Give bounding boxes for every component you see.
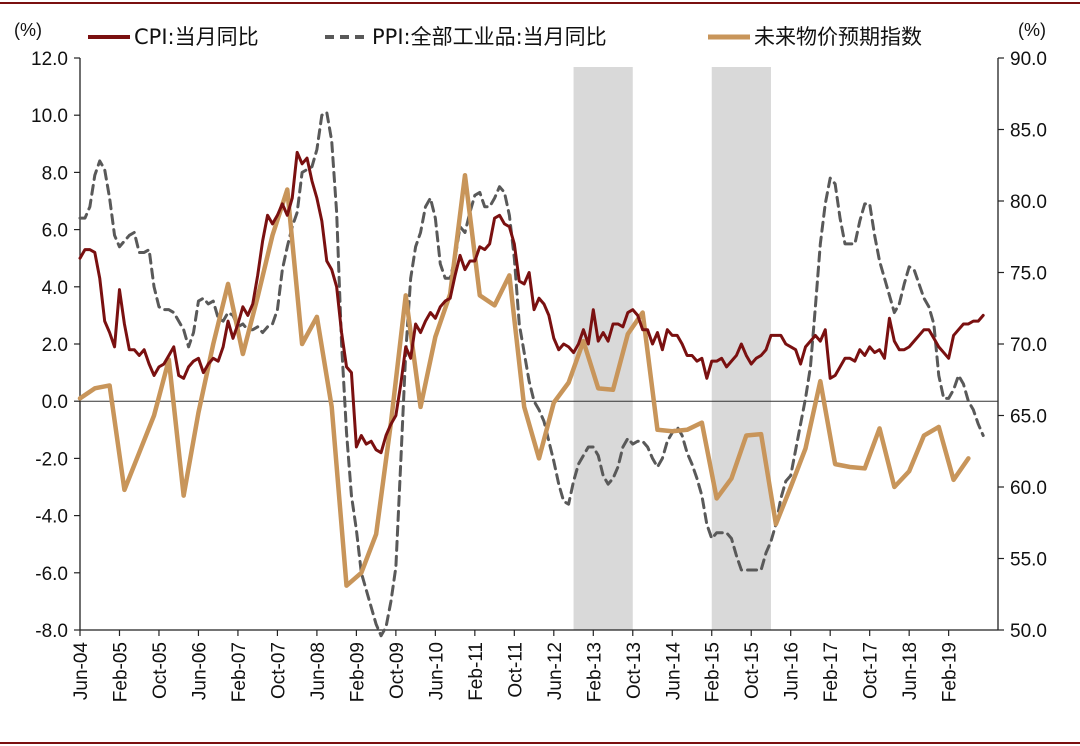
x-tick-label: Oct-17 xyxy=(861,642,882,699)
x-tick-label: Feb-07 xyxy=(229,642,250,702)
x-tick-label: Jun-14 xyxy=(663,642,684,701)
right-tick-label: 80.0 xyxy=(1010,192,1047,213)
left-unit-label: (%) xyxy=(14,20,42,40)
right-unit-label: (%) xyxy=(1018,20,1046,40)
legend-item-ppi: PPI:全部工业品:当月同比 xyxy=(325,25,607,49)
left-tick-label: -8.0 xyxy=(35,621,68,642)
series-lines xyxy=(77,110,985,638)
right-tick-label: 65.0 xyxy=(1010,407,1047,428)
right-tick-label: 90.0 xyxy=(1010,49,1047,70)
series-line-expect xyxy=(77,173,971,588)
axes: -8.0 -6.0 -4.0 -2.0 0.0 2.0 4.0 6.0 8.0 10.0 12.0 5… xyxy=(31,49,1047,702)
x-tick-label: Feb-17 xyxy=(821,642,842,702)
right-tick-label: 50.0 xyxy=(1010,621,1047,642)
series-line-ppi xyxy=(78,110,985,638)
left-tick-label: 6.0 xyxy=(42,221,68,242)
x-tick-label: Oct-05 xyxy=(150,642,171,699)
x-tick-label: Feb-11 xyxy=(466,642,487,701)
shaded-periods xyxy=(573,67,771,630)
right-tick-label: 75.0 xyxy=(1010,264,1047,285)
right-tick-label: 70.0 xyxy=(1010,335,1047,356)
left-tick-label: 12.0 xyxy=(31,49,68,70)
x-tick-label: Oct-09 xyxy=(387,642,408,699)
x-tick-label: Jun-18 xyxy=(900,642,921,700)
series-line-cpi xyxy=(78,150,985,455)
x-tick-label: Oct-07 xyxy=(268,642,289,699)
left-tick-label: -4.0 xyxy=(35,507,68,528)
legend-item-expect: 未来物价预期指数 xyxy=(708,25,922,49)
x-tick-label: Feb-19 xyxy=(940,642,961,702)
right-tick-label: 55.0 xyxy=(1010,550,1047,571)
left-tick-label: -2.0 xyxy=(35,449,68,470)
x-tick-label: Feb-09 xyxy=(347,642,368,702)
left-tick-label: 10.0 xyxy=(31,106,68,127)
left-tick-label: 0.0 xyxy=(42,392,68,413)
x-tick-label: Jun-08 xyxy=(308,642,329,700)
x-tick-label: Oct-15 xyxy=(742,642,763,699)
x-tick-label: Jun-06 xyxy=(189,642,210,700)
x-tick-label: Jun-04 xyxy=(71,642,92,701)
left-tick-label: 4.0 xyxy=(42,278,68,299)
x-tick-label: Jun-16 xyxy=(782,642,803,700)
x-tick-label: Feb-15 xyxy=(703,642,724,702)
legend-item-cpi: CPI:当月同比 xyxy=(88,25,259,49)
left-tick-label: -6.0 xyxy=(35,564,68,585)
legend: CPI:当月同比 PPI:全部工业品:当月同比 未来物价预期指数 xyxy=(88,25,922,49)
legend-label-ppi: PPI:全部工业品:当月同比 xyxy=(372,25,607,49)
x-tick-label: Feb-13 xyxy=(584,642,605,702)
legend-label-expect: 未来物价预期指数 xyxy=(754,25,922,49)
x-tick-label: Jun-10 xyxy=(426,642,447,700)
legend-label-cpi: CPI:当月同比 xyxy=(134,25,259,49)
x-tick-label: Jun-12 xyxy=(545,642,566,700)
right-tick-label: 60.0 xyxy=(1010,478,1047,499)
x-tick-label: Feb-05 xyxy=(110,642,131,702)
shaded-period-2 xyxy=(711,67,771,630)
left-tick-label: 2.0 xyxy=(42,335,68,356)
right-tick-label: 85.0 xyxy=(1010,121,1047,142)
left-tick-label: 8.0 xyxy=(42,163,68,184)
x-tick-label: Oct-11 xyxy=(505,642,526,698)
x-tick-label: Oct-13 xyxy=(624,642,645,699)
